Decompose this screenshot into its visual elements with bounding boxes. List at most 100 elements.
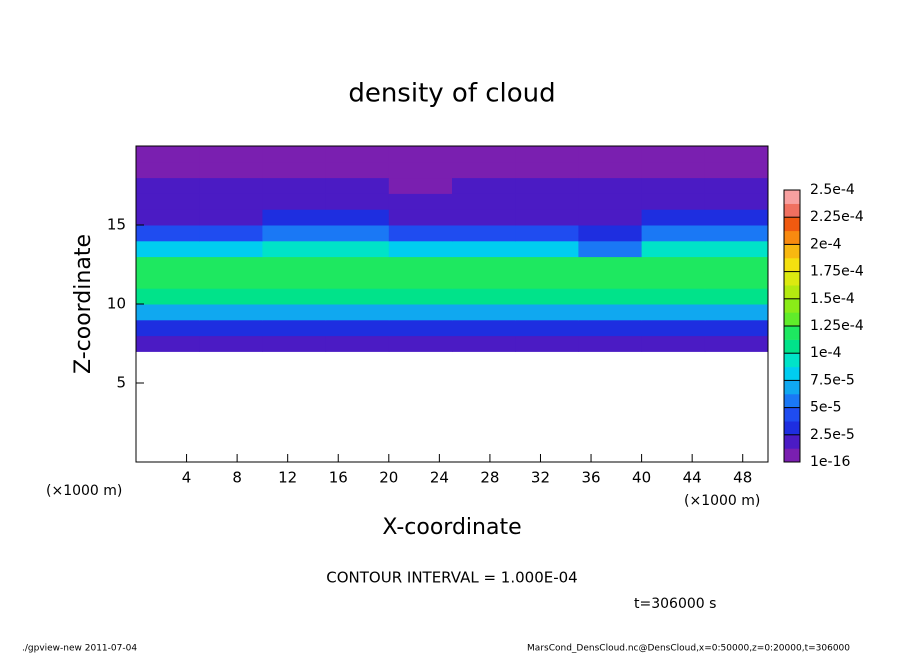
cell [704,256,769,273]
cell [452,225,516,242]
cell [325,225,390,242]
cell [515,288,579,305]
cell [262,161,327,179]
cell [136,240,200,258]
cell [515,335,579,352]
cell [578,193,643,210]
colorbar-band [784,339,800,354]
cell [199,177,263,194]
cell [325,209,390,226]
chart-title: density of cloud [348,79,555,109]
cell [704,193,769,210]
cell [325,193,390,210]
cell [452,288,516,305]
x-tick-label: 12 [278,469,297,487]
cell [452,177,516,194]
cell [262,225,327,242]
cell [578,304,643,321]
cell [388,225,453,242]
cell [641,304,706,321]
cell [578,146,643,163]
cell [578,319,643,337]
cell [199,240,263,258]
x-tick-label: 20 [379,469,398,487]
cell [452,209,516,226]
colorbar-tick-label: 1e-4 [810,345,842,361]
x-tick-label: 16 [329,469,348,487]
cell [262,193,327,210]
cell [262,240,327,258]
colorbar-tick-label: 2.5e-5 [810,427,855,443]
footer: ./gpview-new 2011-07-04 [22,644,137,654]
cell [704,161,769,179]
colorbar-tick-label: 2.25e-4 [810,209,864,225]
cell [578,335,643,352]
cell [704,319,769,337]
colorbar-band [784,353,800,368]
cell [704,272,769,289]
x-tick-label: 48 [733,469,752,487]
colorbar-band [784,244,800,259]
cell [452,256,516,273]
cell [388,193,453,210]
cell [704,288,769,305]
colorbar-tick-label: 1e-16 [810,454,850,470]
cell [199,225,263,242]
cell [578,209,643,226]
footer: MarsCond_DensCloud.nc@DensCloud,x=0:5000… [527,644,850,654]
cell [262,209,327,226]
cell [136,177,200,194]
cell [515,225,579,242]
contour-note: CONTOUR INTERVAL = 1.000E-04 [326,569,577,587]
cell [136,335,200,352]
cell [578,240,643,258]
cell [704,209,769,226]
colorbar-band [784,326,800,340]
cell [388,288,453,305]
colorbar-band [784,312,800,327]
colorbar-tick-label: 1.75e-4 [810,264,864,280]
cell [452,161,516,179]
colorbar-band [784,298,800,313]
colorbar-band [784,230,800,245]
x-unit: (×1000 m) [46,483,122,499]
cell [704,146,769,163]
cell [262,256,327,273]
cell [325,272,390,289]
cell [199,209,263,226]
cell [515,272,579,289]
cell [262,146,327,163]
cell [641,146,706,163]
colorbar-band [784,366,800,381]
cell [452,240,516,258]
cell [262,288,327,305]
cell [704,240,769,258]
colorbar-tick-label: 1.25e-4 [810,318,864,334]
cell [641,288,706,305]
y-tick-label: 10 [107,295,126,313]
cell [199,161,263,179]
cell [136,272,200,289]
cell [325,319,390,337]
colorbar-band [784,258,800,272]
cell [136,304,200,321]
cell [641,272,706,289]
cell [578,272,643,289]
cell [641,193,706,210]
cell [515,304,579,321]
colorbar-band [784,448,800,463]
colorbar-band [784,190,800,204]
cell [641,335,706,352]
cell [515,146,579,163]
colorbar-tick-label: 1.5e-4 [810,291,855,307]
x-unit: (×1000 m) [684,493,760,509]
cell [262,319,327,337]
cell [325,161,390,179]
cell [515,209,579,226]
cell [199,288,263,305]
x-tick-label: 36 [581,469,600,487]
y-axis-label: Z-coordinate [71,234,96,374]
colorbar-band [784,271,800,286]
colorbar-band [784,434,800,449]
